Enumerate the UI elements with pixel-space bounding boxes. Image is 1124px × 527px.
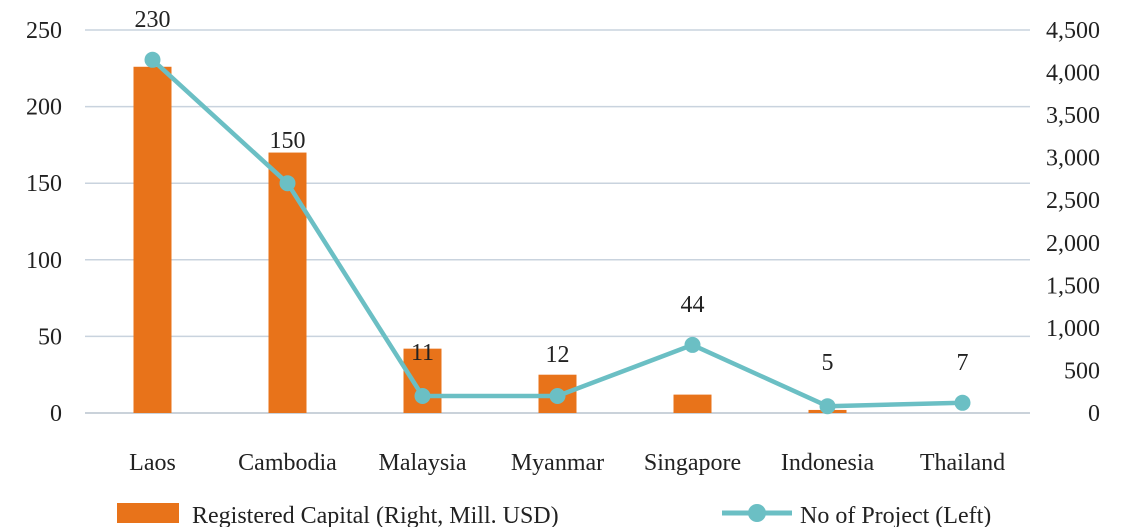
point-singapore bbox=[684, 336, 701, 353]
category-label: Myanmar bbox=[511, 450, 604, 476]
data-label: 230 bbox=[135, 7, 171, 33]
gridlines bbox=[85, 29, 1030, 338]
category-label: Singapore bbox=[644, 450, 741, 476]
category-labels: Laos Cambodia Malaysia Myanmar Singapore Indo… bbox=[129, 450, 1005, 476]
left-axis-ticks: 0 50 100 150 200 250 bbox=[26, 18, 62, 427]
data-label: 44 bbox=[681, 292, 705, 318]
left-tick-label: 150 bbox=[26, 171, 62, 197]
data-label: 11 bbox=[411, 340, 434, 366]
bar-cambodia bbox=[268, 152, 307, 413]
category-label: Thailand bbox=[920, 450, 1005, 476]
data-label: 12 bbox=[546, 342, 570, 368]
data-labels: 230 150 11 12 44 5 7 bbox=[135, 7, 969, 376]
category-label: Cambodia bbox=[238, 450, 337, 476]
data-label: 150 bbox=[270, 128, 306, 154]
point-myanmar bbox=[549, 387, 566, 404]
legend: Registered Capital (Right, Mill. USD) No… bbox=[117, 503, 991, 527]
right-tick-label: 500 bbox=[1064, 358, 1100, 384]
right-tick-label: 3,500 bbox=[1046, 103, 1100, 129]
category-label: Laos bbox=[129, 450, 176, 476]
legend-bar-swatch bbox=[117, 503, 179, 523]
right-tick-label: 3,000 bbox=[1046, 146, 1100, 172]
right-tick-label: 1,000 bbox=[1046, 316, 1100, 342]
right-tick-label: 0 bbox=[1088, 401, 1100, 427]
right-tick-label: 2,000 bbox=[1046, 231, 1100, 257]
left-tick-label: 50 bbox=[38, 324, 62, 350]
right-axis-ticks: 0 500 1,000 1,500 2,000 2,500 3,000 3,500 4,000 4… bbox=[1046, 18, 1100, 427]
left-tick-label: 250 bbox=[26, 18, 62, 44]
point-laos bbox=[144, 51, 161, 68]
point-malaysia bbox=[414, 387, 431, 404]
left-tick-label: 0 bbox=[50, 401, 62, 427]
left-tick-label: 100 bbox=[26, 248, 62, 274]
right-tick-label: 2,500 bbox=[1046, 188, 1100, 214]
point-thailand bbox=[954, 394, 971, 411]
point-cambodia bbox=[279, 175, 296, 192]
left-tick-label: 200 bbox=[26, 95, 62, 121]
right-tick-label: 1,500 bbox=[1046, 273, 1100, 299]
bar-laos bbox=[133, 66, 172, 413]
data-label: 5 bbox=[822, 350, 834, 376]
right-tick-label: 4,500 bbox=[1046, 18, 1100, 44]
bar-singapore bbox=[673, 394, 712, 413]
data-label: 7 bbox=[957, 350, 969, 376]
legend-line-marker bbox=[748, 504, 766, 522]
right-tick-label: 4,000 bbox=[1046, 61, 1100, 87]
legend-line-label: No of Project (Left) bbox=[800, 503, 991, 527]
bar-series bbox=[133, 66, 847, 413]
category-label: Malaysia bbox=[379, 450, 467, 476]
category-label: Indonesia bbox=[781, 450, 875, 476]
line-series bbox=[144, 51, 971, 415]
point-indonesia bbox=[819, 398, 836, 415]
legend-bar-label: Registered Capital (Right, Mill. USD) bbox=[192, 503, 559, 527]
